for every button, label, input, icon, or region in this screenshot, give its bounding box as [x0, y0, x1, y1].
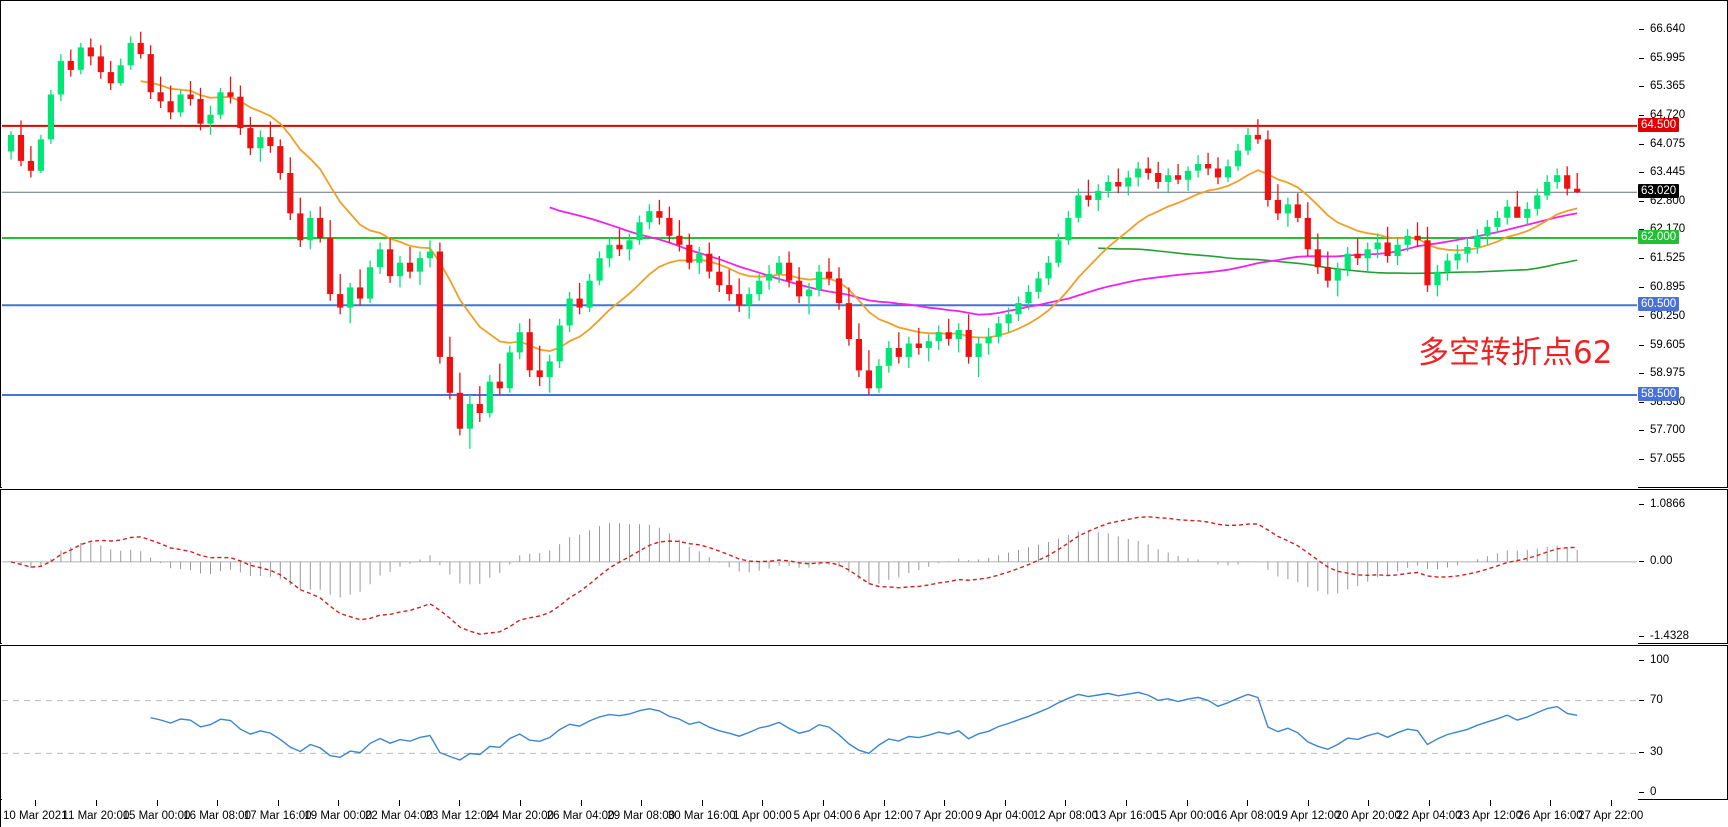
time-axis-label: 30 Mar 16:00 [667, 810, 736, 822]
price-panel: USOil-,H4 63.000 63.070 62.980 63.020 66… [0, 0, 1728, 488]
price-axis-label: 64.075 [1650, 138, 1686, 150]
time-axis-label: 19 Mar 00:00 [304, 810, 373, 822]
time-axis-label: 5 Apr 04:00 [793, 810, 853, 822]
time-axis-label: 26 Apr 16:00 [1517, 810, 1583, 822]
rsi-axis-label: 0 [1650, 786, 1657, 798]
time-axis-label: 15 Apr 00:00 [1153, 810, 1220, 822]
time-axis-label: 15 Mar 00:00 [122, 810, 191, 822]
time-axis-label: 12 Apr 08:00 [1032, 810, 1099, 822]
time-axis-label: 26 Mar 04:00 [546, 810, 615, 822]
price-axis-label: 66.640 [1650, 22, 1686, 35]
support-tag-60500[interactable]: 60.500 [1638, 297, 1680, 312]
time-axis-label: 29 Mar 08:00 [607, 810, 676, 822]
time-axis-label: 23 Mar 12:00 [425, 810, 494, 822]
price-axis-label: 57.055 [1650, 452, 1686, 465]
price-axis-label: 65.995 [1650, 51, 1686, 64]
time-axis-label: 7 Apr 20:00 [914, 810, 974, 822]
price-axis[interactable]: 66.640 65.995 65.365 64.720 64.075 63.445 62.8… [1637, 1, 1727, 487]
price-axis-label: 58.975 [1650, 366, 1686, 379]
time-axis-label: 22 Apr 04:00 [1396, 810, 1462, 822]
time-axis-label: 16 Apr 08:00 [1214, 810, 1280, 822]
time-axis-label: 20 Apr 20:00 [1335, 810, 1401, 822]
rsi-axis-label: 100 [1650, 654, 1670, 666]
pivot-tag-62000[interactable]: 62.000 [1638, 230, 1680, 244]
time-axis-label: 22 Mar 04:00 [365, 810, 433, 822]
time-axis-label: 24 Mar 20:00 [486, 810, 554, 822]
macd-axis-label: -1.4328 [1650, 630, 1690, 642]
price-axis-label: 59.605 [1650, 338, 1686, 351]
price-axis-label: 60.895 [1650, 280, 1686, 293]
macd-axis: 1.0866 0.00 -1.4328 [1637, 490, 1727, 643]
rsi-plot-area[interactable] [2, 647, 1638, 800]
macd-plot-area[interactable] [2, 491, 1638, 644]
time-axis-label: 23 Apr 12:00 [1456, 810, 1523, 822]
time-axis-label: 27 Apr 22:00 [1578, 810, 1644, 822]
time-axis-label: 19 Apr 12:00 [1275, 810, 1341, 822]
resistance-tag-64500[interactable]: 64.500 [1638, 117, 1680, 132]
time-axis-label: 1 Apr 00:00 [732, 810, 792, 822]
time-axis-label: 10 Mar 2021 [3, 810, 68, 822]
price-axis-label: 57.700 [1650, 423, 1686, 436]
time-axis-label: 6 Apr 12:00 [854, 810, 914, 822]
time-axis-label: 9 Apr 04:00 [975, 810, 1035, 822]
price-axis-label: 61.525 [1650, 252, 1686, 265]
last-price-tag-63020[interactable]: 63.020 [1638, 184, 1680, 199]
price-axis-label: 63.445 [1650, 166, 1686, 179]
time-axis[interactable]: 10 Mar 2021 11 Mar 20:00 15 Mar 00:00 16 Ma… [0, 800, 1728, 827]
time-axis-label: 13 Apr 16:00 [1093, 810, 1159, 822]
time-axis-label: 16 Mar 08:00 [183, 810, 251, 822]
rsi-axis-label: 70 [1650, 693, 1663, 706]
price-axis-label: 60.250 [1650, 309, 1686, 322]
chart-annotation-text: 多空转折点62 [1418, 335, 1613, 371]
price-axis-label: 65.365 [1650, 80, 1686, 93]
rsi-axis: 100 70 30 0 [1637, 646, 1727, 799]
macd-axis-label: 1.0866 [1650, 498, 1686, 510]
rsi-axis-label: 30 [1650, 746, 1663, 759]
time-axis-label: 17 Mar 16:00 [243, 810, 312, 822]
time-axis-label: 11 Mar 20:00 [62, 810, 130, 822]
support-tag-58500[interactable]: 58.500 [1638, 387, 1680, 401]
macd-panel: MACD(12,26,9) 0.2359 0.0493 1.08660.00-1… [0, 489, 1728, 644]
macd-axis-label: 0.00 [1650, 554, 1673, 567]
price-plot-area[interactable] [2, 2, 1638, 488]
